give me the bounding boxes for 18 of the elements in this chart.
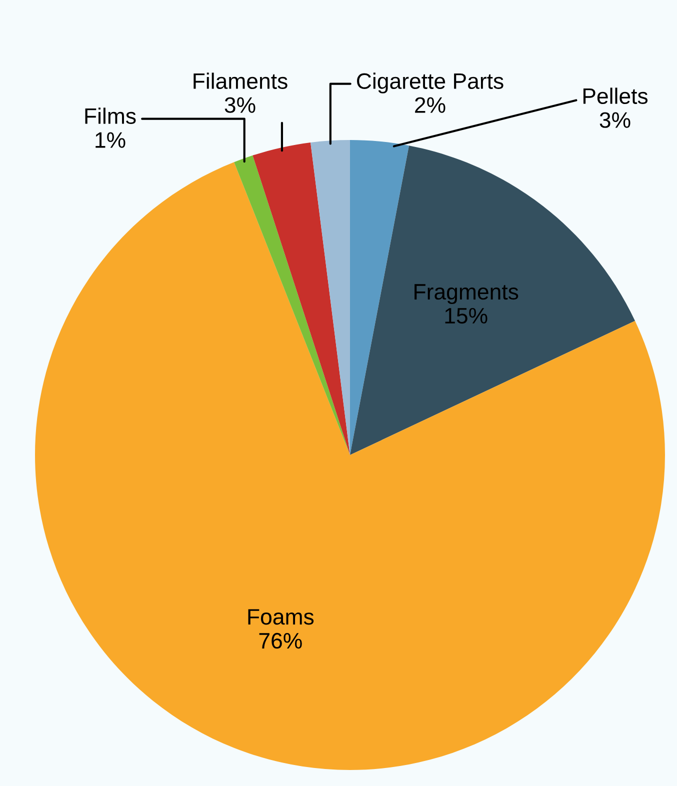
pie-slice	[252, 142, 350, 455]
slice-label: Foams	[248, 609, 314, 625]
pie-slice	[234, 155, 350, 455]
pie-slice	[310, 140, 350, 455]
data-label: 3%	[224, 97, 256, 113]
slice-label: Fragments	[414, 284, 518, 304]
slice-label: Pellets	[583, 88, 648, 104]
pie-slice	[350, 140, 410, 455]
slice-label: Films	[85, 108, 136, 124]
data-label: 3%	[600, 112, 630, 128]
pie-slice	[350, 146, 636, 455]
pie-slice	[35, 162, 665, 770]
slice-label: Filaments	[194, 72, 288, 89]
data-label: 1%	[96, 132, 126, 148]
data-label: 76%	[259, 632, 302, 649]
slice-label: Cigarette Parts	[357, 72, 504, 94]
data-label: 15%	[445, 308, 488, 324]
data-label: 2%	[415, 97, 446, 113]
